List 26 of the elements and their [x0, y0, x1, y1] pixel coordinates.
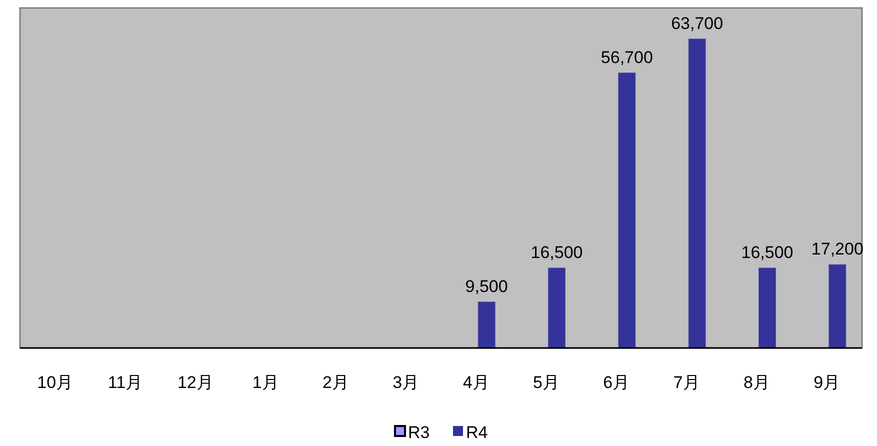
bar [478, 302, 496, 348]
x-tick-label: 6月 [603, 373, 630, 392]
data-label: 63,700 [671, 14, 724, 33]
bar [688, 38, 706, 348]
bar [548, 268, 566, 348]
x-tick-label: 10月 [37, 373, 74, 392]
bar [758, 268, 776, 348]
legend-label: R4 [466, 423, 488, 442]
x-tick-label: 12月 [177, 373, 214, 392]
data-label: 56,700 [600, 48, 653, 67]
bar [618, 72, 636, 348]
x-tick-label: 3月 [392, 373, 420, 392]
legend-label: R3 [408, 423, 430, 442]
x-tick-label: 7月 [673, 373, 700, 392]
data-label: 9,500 [465, 276, 508, 296]
x-tick-label: 1月 [252, 373, 279, 392]
data-label: 16,500 [741, 242, 794, 262]
data-label: 16,500 [530, 242, 583, 262]
x-tick-label: 8月 [744, 373, 770, 392]
x-tick-label: 11月 [108, 373, 143, 392]
data-label: 17,200 [811, 240, 864, 259]
x-tick-label: 9月 [814, 373, 840, 392]
x-tick-label: 5月 [533, 373, 560, 392]
bar [828, 264, 846, 348]
x-tick-label: 2月 [322, 373, 349, 392]
x-tick-label: 4月 [462, 373, 490, 392]
